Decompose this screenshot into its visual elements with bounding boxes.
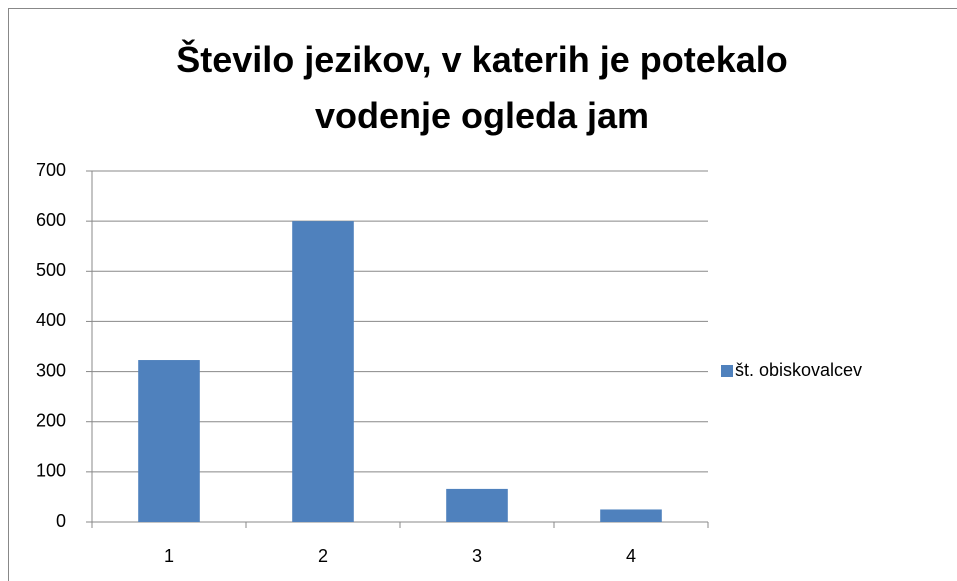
y-tick-label: 300 [36, 360, 66, 380]
y-tick-label: 200 [36, 410, 66, 430]
legend-swatch [721, 365, 733, 377]
y-tick-label: 500 [36, 260, 66, 280]
y-tick-label: 0 [56, 511, 66, 531]
x-tick-label: 1 [164, 546, 174, 566]
y-tick-label: 600 [36, 210, 66, 230]
x-tick-label: 3 [472, 546, 482, 566]
x-tick-label: 4 [626, 546, 636, 566]
chart-title: Število jezikov, v katerih je potekalo v… [176, 39, 788, 136]
y-tick-label: 700 [36, 160, 66, 180]
y-tick-label: 400 [36, 310, 66, 330]
legend-label: št. obiskovalcev [735, 360, 862, 380]
y-tick-label: 100 [36, 461, 66, 481]
bar [292, 221, 354, 522]
bar [446, 488, 508, 522]
x-tick-label: 2 [318, 546, 328, 566]
bar [600, 509, 662, 522]
chart-border [8, 8, 957, 581]
bar [138, 360, 200, 522]
